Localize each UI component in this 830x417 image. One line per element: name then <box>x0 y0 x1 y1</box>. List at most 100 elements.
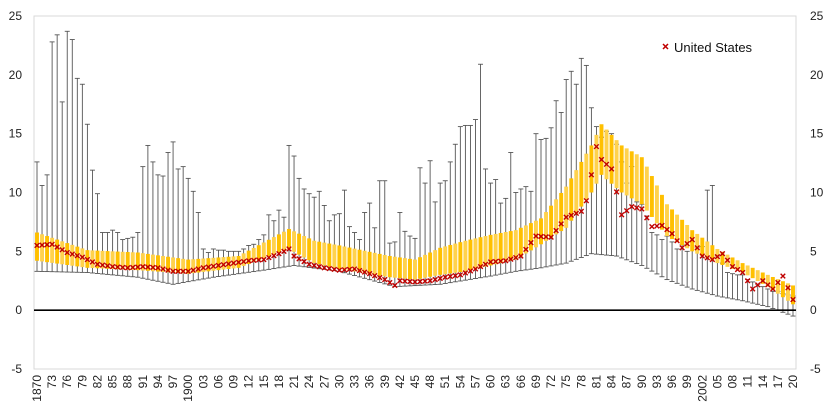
marker-1894 <box>155 265 161 271</box>
band-bar-1981 <box>594 134 599 184</box>
band-bar-1901 <box>191 259 196 274</box>
band-bar-1946 <box>418 257 423 279</box>
marker-1962 <box>497 258 504 264</box>
x-tick-17: 17 <box>771 375 785 389</box>
band-bar-1973 <box>554 199 559 235</box>
band-bar-1877 <box>70 244 75 266</box>
marker-1903 <box>200 265 207 271</box>
marker-1992 <box>649 223 655 230</box>
band-bar-1972 <box>549 205 554 238</box>
band-bar-1913 <box>251 247 256 263</box>
marker-1916 <box>266 254 272 261</box>
marker-1897 <box>170 268 176 275</box>
x-tick-72: 72 <box>544 375 558 389</box>
marker-1899 <box>180 268 186 275</box>
marker-1973 <box>553 227 559 234</box>
plot-frame <box>33 15 797 370</box>
band-bar-1968 <box>528 223 533 251</box>
marker-1877 <box>69 251 76 257</box>
band-bar-1971 <box>544 212 549 241</box>
x-tick-33: 33 <box>348 375 362 389</box>
marker-1972 <box>548 234 554 241</box>
marker-1971 <box>543 234 549 240</box>
x-tick-88: 88 <box>121 375 135 389</box>
x-tick-76: 76 <box>60 375 74 389</box>
band-bar-1930 <box>337 245 342 269</box>
band-bar-2014 <box>760 272 765 284</box>
band-bar-1890 <box>135 252 140 271</box>
marker-1977 <box>573 210 580 217</box>
band-bar-1987 <box>624 148 629 196</box>
band-bar-1907 <box>221 257 226 270</box>
marker-1959 <box>482 261 489 268</box>
marker-1990 <box>639 206 645 212</box>
marker-1919 <box>281 248 287 255</box>
band-bar-1999 <box>685 224 690 249</box>
marker-1996 <box>669 230 675 237</box>
x-tick-15: 15 <box>257 375 271 389</box>
x-tick-87: 87 <box>620 375 634 389</box>
marker-1967 <box>523 246 529 253</box>
band-bar-1955 <box>463 240 468 272</box>
band-bar-1962 <box>498 232 503 264</box>
band-bar-1876 <box>65 243 70 265</box>
band-bar-1923 <box>302 236 307 258</box>
x-tick-14: 14 <box>756 375 770 389</box>
band-bar-2003 <box>705 241 710 259</box>
marker-2004 <box>709 256 716 263</box>
marker-1920 <box>286 246 292 252</box>
marker-1986 <box>618 212 625 218</box>
x-tick-82: 82 <box>90 375 104 389</box>
marker-1945 <box>412 279 418 285</box>
x-tick-03: 03 <box>196 375 210 389</box>
marker-1886 <box>114 264 121 270</box>
marker-1908 <box>225 261 232 267</box>
marker-1963 <box>502 257 509 264</box>
band-bar-2002 <box>700 237 705 257</box>
marker-1946 <box>417 278 423 285</box>
x-tick-78: 78 <box>574 375 588 389</box>
band-bar-2010 <box>740 263 745 273</box>
x-tick-81: 81 <box>589 375 603 389</box>
y-tick-left-25: 25 <box>9 9 23 23</box>
band-bar-1894 <box>155 255 160 272</box>
marker-1925 <box>311 262 317 269</box>
marker-1941 <box>392 282 398 289</box>
band-bar-1892 <box>145 253 150 271</box>
marker-2020 <box>790 296 796 303</box>
x-tick-1870: 1870 <box>30 375 44 402</box>
band-bar-1998 <box>680 219 685 246</box>
band-bar-1982 <box>599 124 604 175</box>
band-bar-1937 <box>372 252 377 275</box>
marker-1881 <box>89 259 96 265</box>
marker-1960 <box>487 259 494 265</box>
band-bar-1979 <box>584 153 589 200</box>
band-bar-1989 <box>634 154 639 202</box>
marker-1892 <box>145 264 151 270</box>
marker-1975 <box>563 214 569 221</box>
x-tick-85: 85 <box>106 375 120 389</box>
marker-2003 <box>704 255 711 261</box>
band-bar-1926 <box>317 241 322 265</box>
band-bar-1914 <box>256 245 261 261</box>
marker-1965 <box>513 254 519 261</box>
band-bar-1963 <box>503 232 508 262</box>
marker-1942 <box>397 277 403 284</box>
marker-1883 <box>99 262 106 268</box>
band-bar-1944 <box>407 258 412 280</box>
band-bar-2008 <box>730 257 735 269</box>
x-tick-05: 05 <box>710 375 724 389</box>
x-tick-27: 27 <box>317 375 331 389</box>
band-bar-1925 <box>312 240 317 264</box>
marker-1889 <box>129 264 136 271</box>
band-bar-2000 <box>690 230 695 252</box>
marker-1984 <box>608 166 615 172</box>
band-bar-2019 <box>785 283 790 301</box>
marker-1904 <box>205 264 212 270</box>
marker-1911 <box>240 258 247 265</box>
band-bar-1908 <box>226 256 231 269</box>
band-bar-1881 <box>90 250 95 269</box>
y-tick-right-5: 5 <box>810 244 817 258</box>
marker-1895 <box>160 266 166 272</box>
band-bar-1927 <box>322 242 327 266</box>
